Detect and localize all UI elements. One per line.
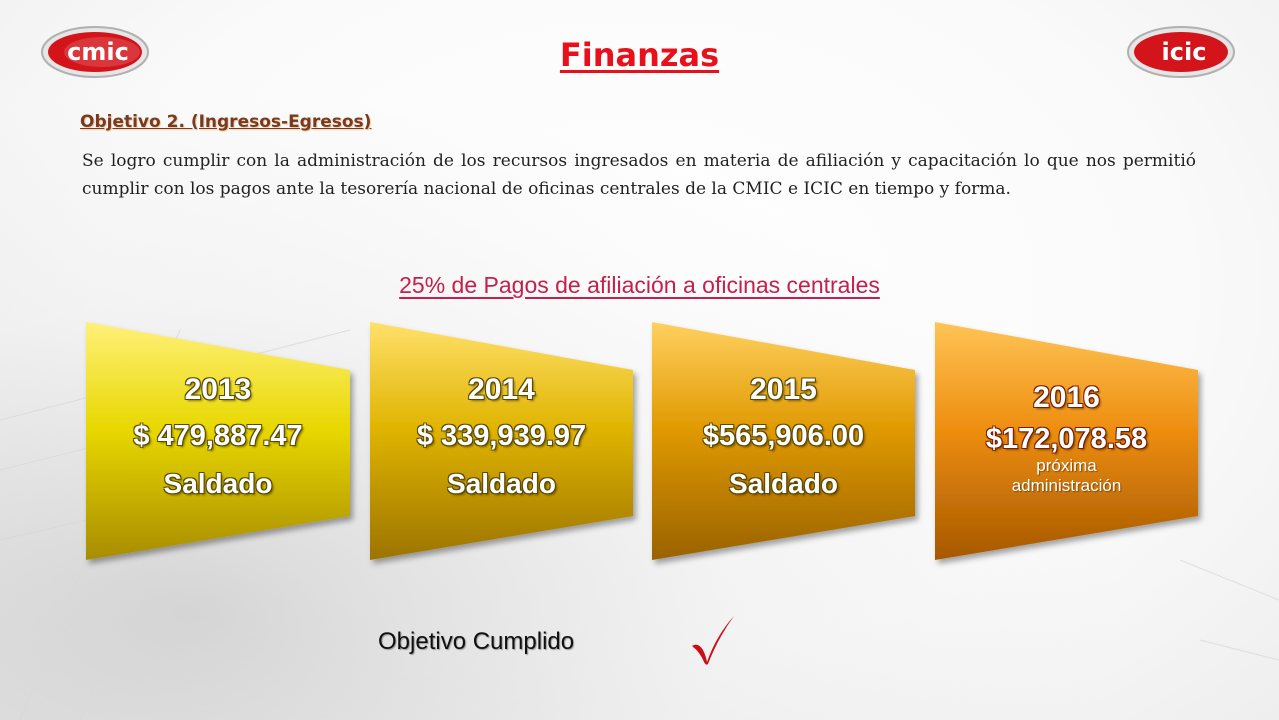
check-mark-icon [692, 616, 734, 665]
page-title: Finanzas [559, 36, 720, 74]
objective-result: Objetivo Cumplido [378, 628, 575, 655]
card-year: 2015 [750, 373, 817, 406]
section-subtitle-wrap: 25% de Pagos de afiliación a oficinas ce… [0, 272, 1279, 299]
card-amount: $172,078.58 [985, 423, 1148, 455]
icic-logo-text: icic [1162, 38, 1207, 66]
card-year: 2013 [184, 373, 252, 406]
icic-logo: icic [1127, 26, 1235, 78]
card-2013-text: 2013 $ 479,887.47 Saldado [86, 372, 350, 502]
card-year: 2014 [468, 373, 535, 406]
card-status: Saldado [729, 468, 838, 499]
card-amount: $ 479,887.47 [133, 420, 303, 452]
card-2015 [652, 322, 915, 560]
card-2016 [935, 322, 1198, 560]
card-note: próxima administración [1011, 456, 1122, 495]
page-title-wrap: Finanzas [0, 36, 1279, 74]
cmic-logo: cmic [41, 26, 149, 78]
card-amount: $ 339,939.97 [416, 420, 587, 452]
cmic-logo-text: cmic [67, 38, 129, 66]
objective-heading: Objetivo 2. (Ingresos-Egresos) [80, 112, 372, 132]
card-2013 [86, 322, 350, 560]
card-2016-text: 2016 $172,078.58 próxima administración [935, 380, 1198, 496]
card-year: 2016 [1033, 381, 1100, 414]
objective-paragraph: Se logro cumplir con la administración d… [82, 151, 1196, 199]
card-amount: $565,906.00 [702, 420, 865, 452]
card-status: Saldado [447, 468, 556, 499]
section-subtitle: 25% de Pagos de afiliación a oficinas ce… [399, 272, 880, 298]
card-status: Saldado [163, 468, 273, 499]
card-2014-text: 2014 $ 339,939.97 Saldado [370, 372, 633, 502]
card-2015-text: 2015 $565,906.00 Saldado [652, 372, 915, 502]
card-2014 [370, 322, 633, 560]
